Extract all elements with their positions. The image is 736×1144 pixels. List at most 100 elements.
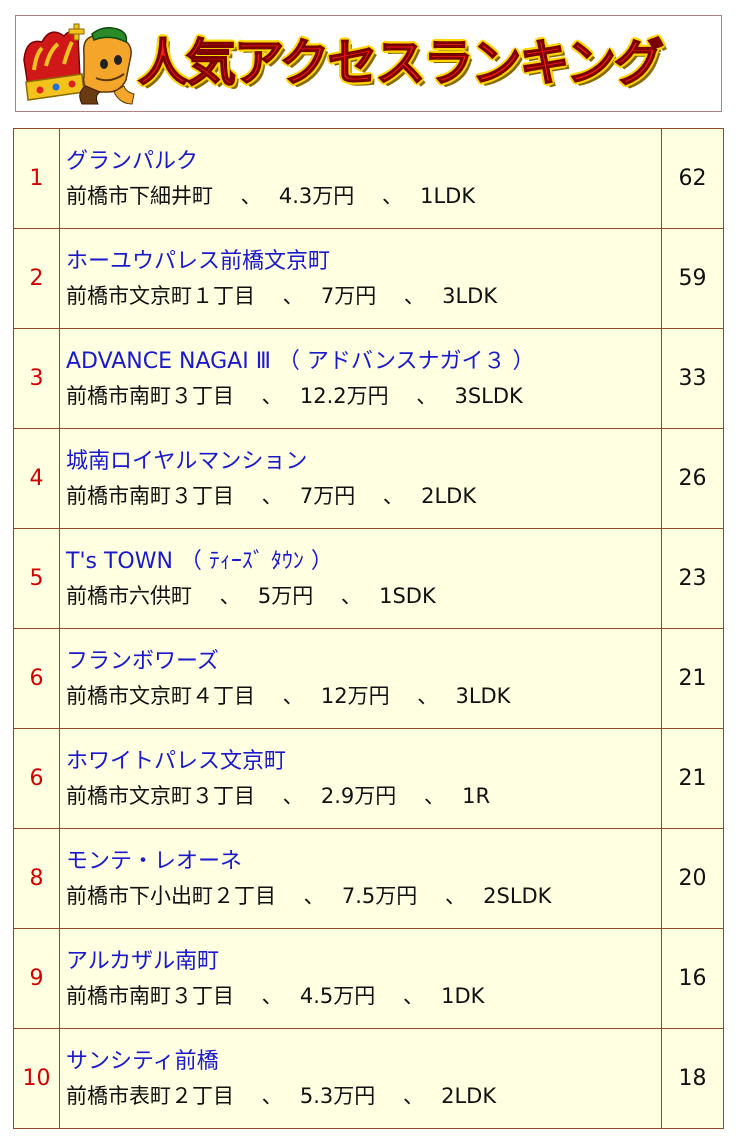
ranking-row: 4 城南ロイヤルマンション 前橋市南町３丁目 、 7万円 、 2LDK 26 (13, 428, 724, 529)
property-rent: 7万円 (299, 483, 356, 508)
access-count: 33 (661, 328, 724, 429)
property-name-link[interactable]: 城南ロイヤルマンション (66, 448, 308, 474)
property-address: 前橋市文京町４丁目 (66, 683, 255, 708)
detail-separator: 、 (376, 283, 443, 308)
property-address: 前橋市六供町 (66, 583, 192, 608)
access-count: 26 (661, 428, 724, 529)
detail-separator: 、 (313, 583, 380, 608)
property-address: 前橋市文京町３丁目 (66, 783, 255, 808)
access-count: 62 (661, 128, 724, 229)
property-details: 前橋市表町２丁目 、 5.3万円 、 2LDK (66, 1079, 661, 1113)
property-details: 前橋市下小出町２丁目 、 7.5万円 、 2SLDK (66, 879, 661, 913)
property-name-link[interactable]: アルカザル南町 (66, 948, 220, 974)
property-details: 前橋市下細井町 、 4.3万円 、 1LDK (66, 179, 661, 213)
access-count: 59 (661, 228, 724, 329)
property-name-link[interactable]: ADVANCE NAGAI Ⅲ （ アドバンスナガイ３ ） (66, 348, 535, 374)
detail-separator: 、 (255, 683, 321, 708)
property-info: サンシティ前橋 前橋市表町２丁目 、 5.3万円 、 2LDK (59, 1028, 662, 1129)
detail-separator: 、 (389, 683, 456, 708)
property-layout: 1SDK (379, 583, 436, 608)
ranking-banner: 人気アクセスランキング (15, 15, 722, 112)
property-info: ADVANCE NAGAI Ⅲ （ アドバンスナガイ３ ） 前橋市南町３丁目 、 … (59, 328, 662, 429)
property-layout: 2SLDK (483, 883, 552, 908)
detail-separator: 、 (192, 583, 258, 608)
property-details: 前橋市南町３丁目 、 4.5万円 、 1DK (66, 979, 661, 1013)
rank-number: 2 (13, 228, 60, 329)
property-name-link[interactable]: ホワイトパレス文京町 (66, 748, 287, 774)
ranking-table: 1 グランパルク 前橋市下細井町 、 4.3万円 、 1LDK 62 2 ホーユウパレス前… (13, 128, 724, 1129)
detail-separator: 、 (276, 883, 342, 908)
detail-separator: 、 (234, 383, 300, 408)
ranking-row: 6 フランボワーズ 前橋市文京町４丁目 、 12万円 、 3LDK 21 (13, 628, 724, 729)
property-info: T's TOWN （ ﾃｨｰｽﾞ ﾀｳﾝ ） 前橋市六供町 、 5万円 、 1SD… (59, 528, 662, 629)
ranking-row: 6 ホワイトパレス文京町 前橋市文京町３丁目 、 2.9万円 、 1R 21 (13, 728, 724, 829)
detail-separator: 、 (396, 783, 463, 808)
rank-number: 9 (13, 928, 60, 1029)
property-info: ホーユウパレス前橋文京町前橋市文京町１丁目 、 7万円 、 3LDK (59, 228, 662, 329)
property-rent: 5.3万円 (299, 1083, 376, 1108)
property-rent: 4.5万円 (299, 983, 376, 1008)
rank-number: 1 (13, 128, 60, 229)
ranking-row: 2 ホーユウパレス前橋文京町前橋市文京町１丁目 、 7万円 、 3LDK 59 (13, 228, 724, 329)
ranking-row: 10 サンシティ前橋 前橋市表町２丁目 、 5.3万円 、 2LDK 18 (13, 1028, 724, 1129)
property-name-link[interactable]: フランボワーズ (66, 648, 219, 674)
property-name-link[interactable]: モンテ・レオーネ (66, 848, 243, 874)
property-address: 前橋市表町２丁目 (66, 1083, 234, 1108)
detail-separator: 、 (234, 1083, 300, 1108)
detail-separator: 、 (375, 1083, 442, 1108)
property-details: 前橋市文京町４丁目 、 12万円 、 3LDK (66, 679, 661, 713)
property-rent: 2.9万円 (320, 783, 397, 808)
access-count: 21 (661, 628, 724, 729)
rank-number: 8 (13, 828, 60, 929)
property-layout: 1LDK (420, 183, 476, 208)
property-info: グランパルク 前橋市下細井町 、 4.3万円 、 1LDK (59, 128, 662, 229)
property-name-link[interactable]: サンシティ前橋 (66, 1048, 219, 1074)
property-name-link[interactable]: T's TOWN （ ﾃｨｰｽﾞ ﾀｳﾝ ） (66, 548, 333, 574)
ranking-row: 1 グランパルク 前橋市下細井町 、 4.3万円 、 1LDK 62 (13, 128, 724, 229)
detail-separator: 、 (255, 283, 321, 308)
detail-separator: 、 (354, 183, 421, 208)
property-address: 前橋市南町３丁目 (66, 383, 234, 408)
property-address: 前橋市下小出町２丁目 (66, 883, 276, 908)
rank-number: 6 (13, 628, 60, 729)
property-details: 前橋市文京町１丁目 、 7万円 、 3LDK (66, 279, 661, 313)
detail-separator: 、 (213, 183, 279, 208)
access-count: 23 (661, 528, 724, 629)
rank-number: 6 (13, 728, 60, 829)
property-layout: 2LDK (421, 483, 477, 508)
detail-separator: 、 (355, 483, 422, 508)
property-layout: 3SLDK (454, 383, 523, 408)
property-details: 前橋市南町３丁目 、 7万円 、 2LDK (66, 479, 661, 513)
detail-separator: 、 (417, 883, 484, 908)
property-rent: 7.5万円 (341, 883, 418, 908)
property-info: フランボワーズ前橋市文京町４丁目 、 12万円 、 3LDK (59, 628, 662, 729)
access-count: 18 (661, 1028, 724, 1129)
property-details: 前橋市文京町３丁目 、 2.9万円 、 1R (66, 779, 661, 813)
property-address: 前橋市南町３丁目 (66, 483, 234, 508)
property-rent: 12.2万円 (299, 383, 389, 408)
detail-separator: 、 (234, 483, 300, 508)
property-layout: 3LDK (442, 283, 498, 308)
access-count: 20 (661, 828, 724, 929)
property-layout: 3LDK (455, 683, 511, 708)
property-address: 前橋市文京町１丁目 (66, 283, 255, 308)
rank-number: 3 (13, 328, 60, 429)
detail-separator: 、 (375, 983, 442, 1008)
property-rent: 4.3万円 (278, 183, 355, 208)
property-layout: 2LDK (441, 1083, 497, 1108)
rank-number: 10 (13, 1028, 60, 1129)
property-name-link[interactable]: グランパルク (66, 148, 199, 174)
property-rent: 5万円 (257, 583, 314, 608)
property-rent: 12万円 (320, 683, 390, 708)
property-details: 前橋市六供町 、 5万円 、 1SDK (66, 579, 661, 613)
crown-mascot-icon (23, 23, 135, 105)
access-count: 16 (661, 928, 724, 1029)
property-layout: 1DK (441, 983, 485, 1008)
property-address: 前橋市下細井町 (66, 183, 213, 208)
property-layout: 1R (462, 783, 491, 808)
ranking-row: 9 アルカザル南町前橋市南町３丁目 、 4.5万円 、 1DK 16 (13, 928, 724, 1029)
property-address: 前橋市南町３丁目 (66, 983, 234, 1008)
property-name-link[interactable]: ホーユウパレス前橋文京町 (66, 248, 331, 274)
detail-separator: 、 (388, 383, 455, 408)
